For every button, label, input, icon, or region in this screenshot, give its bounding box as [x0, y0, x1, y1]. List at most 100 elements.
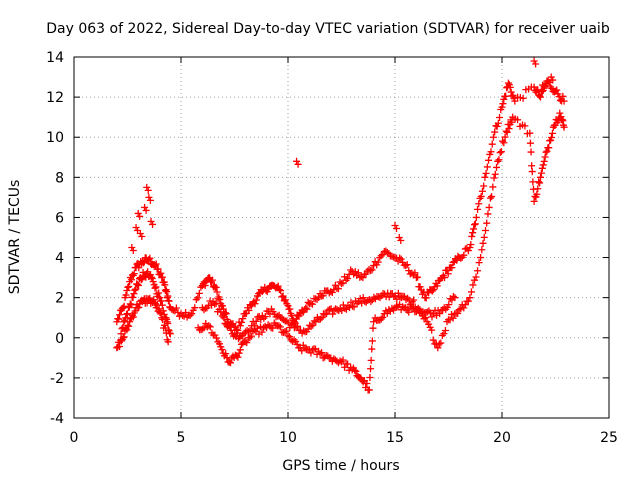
data-point [467, 288, 475, 296]
data-point [120, 302, 128, 310]
data-point [123, 326, 131, 334]
data-point [274, 282, 282, 290]
data-point [235, 349, 243, 357]
data-point [225, 322, 233, 330]
data-point [359, 378, 367, 386]
y-tick-label: 6 [55, 210, 64, 226]
data-point [415, 308, 423, 316]
data-point [159, 315, 167, 323]
data-point [469, 281, 477, 289]
data-point [480, 233, 488, 241]
data-point [549, 76, 557, 84]
data-point [351, 366, 359, 374]
data-point [428, 326, 436, 334]
data-point [497, 148, 505, 156]
data-point [391, 221, 399, 229]
data-point [153, 301, 161, 309]
data-point [481, 226, 489, 234]
data-point [211, 300, 219, 308]
data-point [470, 221, 478, 229]
data-point [441, 326, 449, 334]
data-point [545, 144, 553, 152]
data-point [145, 193, 153, 201]
data-point [342, 305, 350, 313]
data-point [541, 153, 549, 161]
data-point [199, 325, 207, 333]
data-point [457, 305, 465, 313]
data-point [123, 286, 131, 294]
data-point [252, 317, 260, 325]
data-point [500, 139, 508, 147]
data-point [219, 302, 227, 310]
data-point [396, 254, 404, 262]
y-tick-label: 0 [55, 331, 64, 347]
data-point [286, 333, 294, 341]
data-point [527, 148, 535, 156]
data-point [313, 295, 321, 303]
data-point [186, 311, 194, 319]
data-point [286, 305, 294, 313]
data-point [301, 344, 309, 352]
data-point [280, 316, 288, 324]
data-point [414, 273, 422, 281]
data-point [218, 346, 226, 354]
data-point [460, 251, 468, 259]
data-point [470, 225, 478, 233]
data-point [532, 60, 540, 68]
data-point [539, 81, 547, 89]
data-point [321, 353, 329, 361]
data-point [461, 301, 469, 309]
data-point [130, 290, 138, 298]
data-point [538, 164, 546, 172]
data-point [195, 289, 203, 297]
data-point [506, 83, 514, 91]
data-point [157, 269, 165, 277]
data-point [411, 269, 419, 277]
data-point [489, 133, 497, 141]
data-point [428, 287, 436, 295]
x-tick-label: 0 [70, 430, 79, 446]
data-point [222, 310, 230, 318]
data-point [147, 273, 155, 281]
data-point [142, 206, 150, 214]
data-point [278, 293, 286, 301]
data-point [547, 83, 555, 91]
x-tick-label: 20 [493, 430, 511, 446]
data-point [307, 349, 315, 357]
data-point [498, 103, 506, 111]
data-point [155, 305, 163, 313]
data-point [168, 305, 176, 313]
x-axis-label: GPS time / hours [282, 458, 399, 474]
data-point [467, 240, 475, 248]
data-point [359, 274, 367, 282]
data-point [252, 296, 260, 304]
data-point [488, 140, 496, 148]
data-point [511, 97, 519, 105]
data-point [410, 296, 418, 304]
data-point [152, 260, 160, 268]
data-point [368, 266, 376, 274]
data-point [528, 168, 536, 176]
data-point [227, 359, 235, 367]
data-point [393, 302, 401, 310]
data-point [277, 287, 285, 295]
data-point [440, 330, 448, 338]
data-point [488, 193, 496, 201]
data-point [157, 309, 165, 317]
data-point [339, 301, 347, 309]
data-point [243, 339, 251, 347]
data-point [124, 310, 131, 318]
data-point [469, 229, 477, 237]
data-point [472, 213, 480, 221]
data-point [422, 294, 430, 302]
axis-ticks: 0 5 10 15 20 25 -4 -2 0 2 4 6 8 10 12 14 [46, 50, 618, 446]
data-point [143, 183, 151, 191]
data-point [484, 210, 492, 218]
data-point [261, 283, 269, 291]
data-point [135, 303, 143, 311]
data-point [369, 324, 377, 332]
data-point [451, 294, 459, 302]
data-point [475, 259, 483, 267]
data-point [217, 308, 225, 316]
data-point [449, 314, 457, 322]
